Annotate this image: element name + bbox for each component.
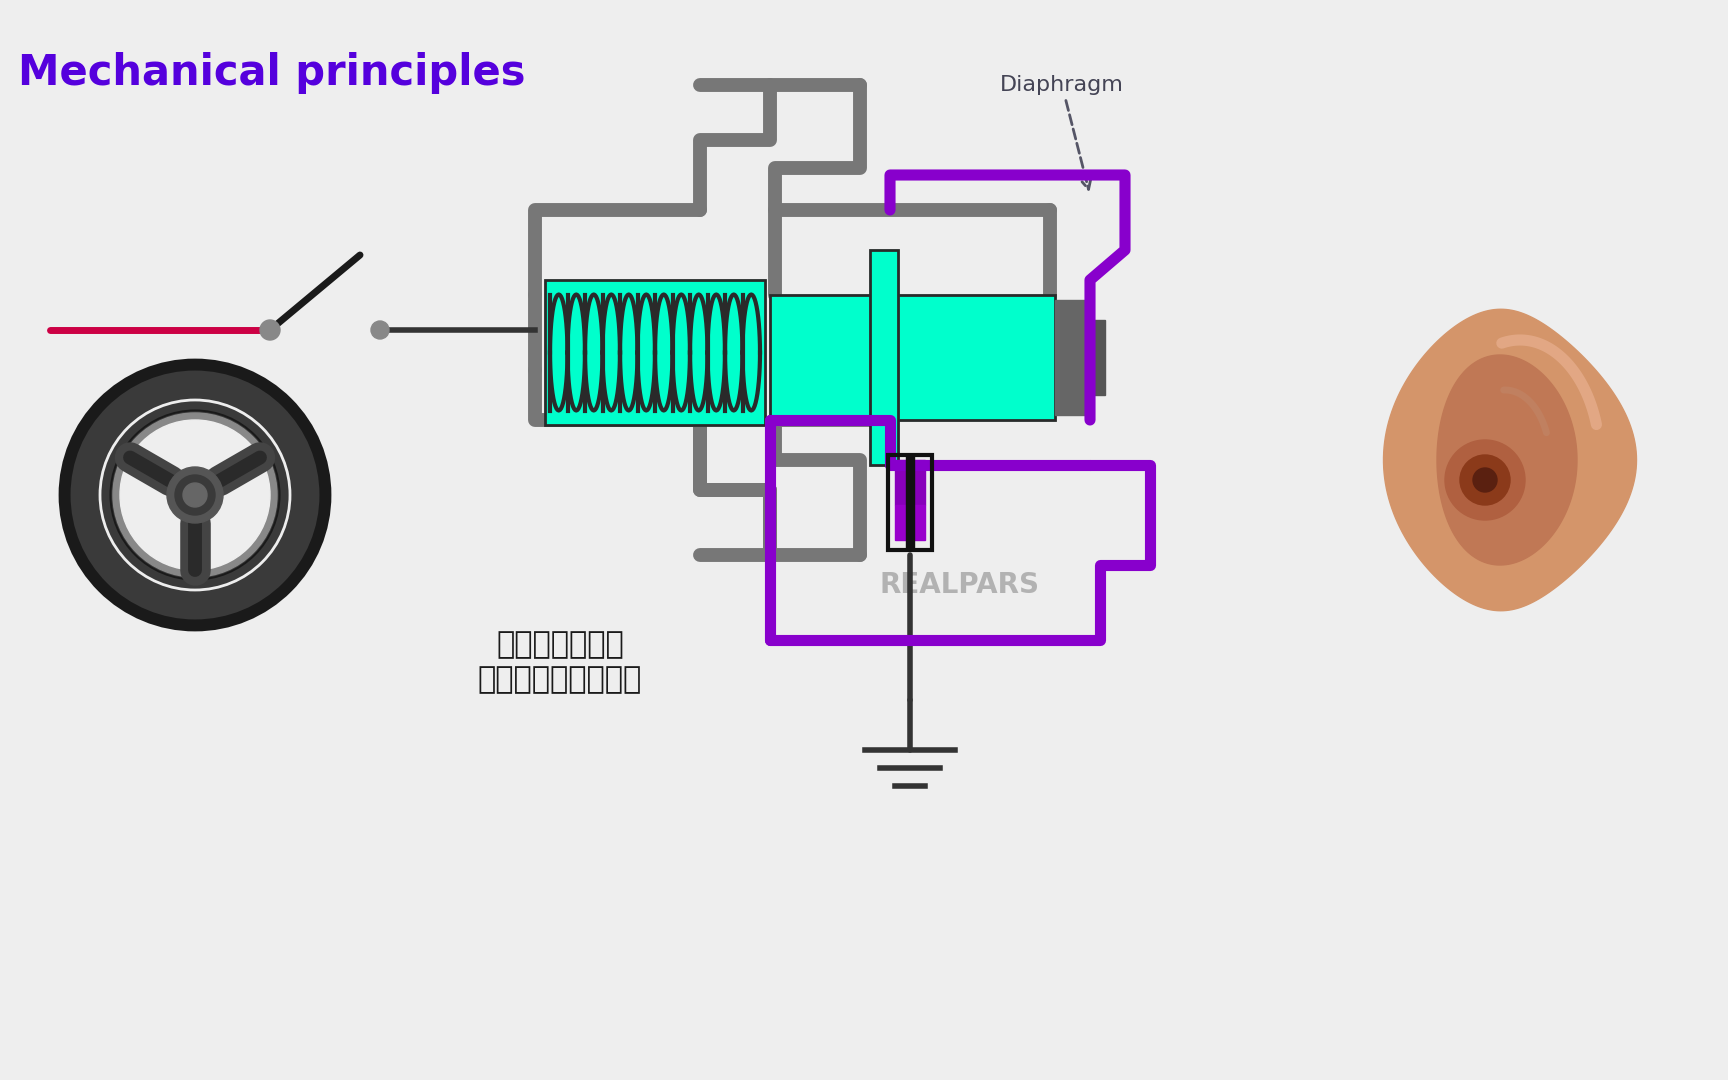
Polygon shape bbox=[1438, 355, 1578, 565]
Bar bbox=[869, 249, 899, 465]
Circle shape bbox=[259, 320, 280, 340]
Bar bbox=[771, 295, 1056, 420]
Circle shape bbox=[372, 321, 389, 339]
Text: Diaphragm: Diaphragm bbox=[1001, 75, 1123, 189]
Bar bbox=[771, 295, 1056, 420]
Circle shape bbox=[112, 413, 276, 577]
Bar bbox=[1056, 300, 1090, 415]
Text: 听到汽车唷叭是: 听到汽车唷叭是 bbox=[496, 630, 624, 659]
Polygon shape bbox=[1384, 309, 1636, 610]
Circle shape bbox=[119, 420, 270, 570]
Text: 因为快速振动的隔膜: 因为快速振动的隔膜 bbox=[479, 665, 643, 694]
Circle shape bbox=[168, 467, 223, 523]
Circle shape bbox=[85, 384, 306, 605]
Text: Mechanical principles: Mechanical principles bbox=[17, 52, 525, 94]
Bar bbox=[544, 280, 766, 426]
Circle shape bbox=[183, 483, 207, 507]
Bar bbox=[544, 280, 766, 426]
Circle shape bbox=[1472, 468, 1496, 492]
Bar bbox=[895, 505, 924, 540]
Bar bbox=[888, 455, 931, 550]
Bar bbox=[895, 460, 924, 505]
Circle shape bbox=[1445, 440, 1526, 519]
Circle shape bbox=[175, 475, 214, 515]
Text: REALPARS: REALPARS bbox=[880, 571, 1040, 599]
Circle shape bbox=[1460, 455, 1510, 505]
Bar bbox=[905, 455, 914, 550]
Bar bbox=[869, 249, 899, 465]
Bar bbox=[1090, 320, 1104, 395]
